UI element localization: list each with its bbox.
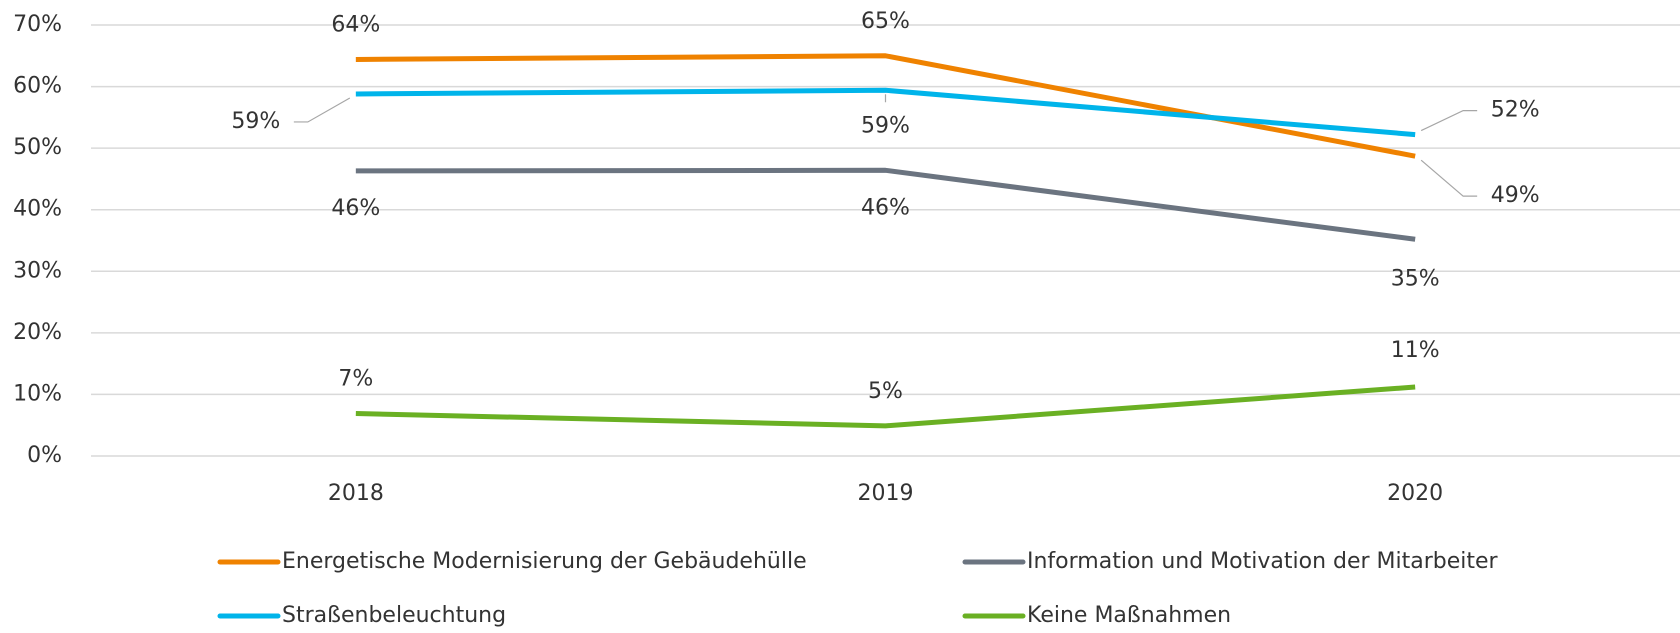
- legend-label: Keine Maßnahmen: [1027, 603, 1231, 628]
- data-label: 11%: [1391, 338, 1440, 363]
- data-label: 59%: [861, 113, 910, 138]
- data-label: 64%: [331, 12, 380, 37]
- y-tick-label: 0%: [27, 443, 62, 468]
- leader-line: [1420, 109, 1478, 132]
- data-label: 5%: [868, 379, 903, 404]
- data-label: 46%: [861, 195, 910, 220]
- leader-line: [1420, 159, 1478, 197]
- line-series: [355, 53, 1416, 159]
- data-label: 7%: [338, 367, 373, 392]
- data-label: 49%: [1491, 183, 1540, 208]
- legend-label: Straßenbeleuchtung: [282, 603, 506, 628]
- y-tick-label: 40%: [13, 197, 62, 222]
- data-label: 59%: [231, 109, 280, 134]
- data-label: 46%: [331, 196, 380, 221]
- x-tick-label: 2019: [858, 481, 914, 506]
- y-tick-label: 70%: [13, 12, 62, 37]
- y-tick-label: 20%: [13, 320, 62, 345]
- legend-label: Information und Motivation der Mitarbeit…: [1027, 549, 1499, 574]
- data-label: 65%: [861, 9, 910, 34]
- y-tick-label: 60%: [13, 74, 62, 99]
- x-tick-label: 2020: [1387, 481, 1443, 506]
- legend-label: Energetische Modernisierung der Gebäudeh…: [282, 549, 807, 574]
- data-label: 35%: [1391, 266, 1440, 291]
- data-label: 52%: [1491, 98, 1540, 123]
- line-series: [355, 87, 1416, 138]
- line-series: [355, 167, 1416, 242]
- leader-line: [293, 97, 351, 123]
- y-tick-label: 10%: [13, 381, 62, 406]
- y-tick-label: 30%: [13, 258, 62, 283]
- y-tick-label: 50%: [13, 135, 62, 160]
- line-series: [355, 384, 1416, 429]
- x-tick-label: 2018: [328, 481, 384, 506]
